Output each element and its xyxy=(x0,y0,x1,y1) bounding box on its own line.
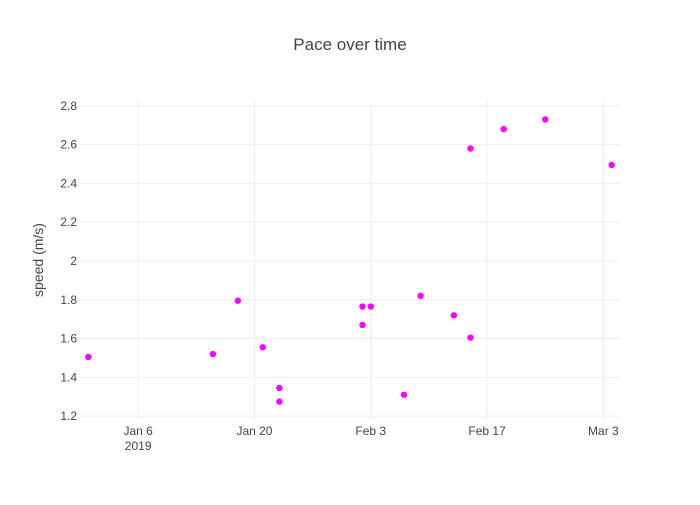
x-tick-label: Mar 3 xyxy=(588,424,619,438)
y-tick-label: 2.8 xyxy=(60,99,77,113)
x-tick-label: Feb 3 xyxy=(355,424,386,438)
y-axis-title: speed (m/s) xyxy=(30,223,46,297)
y-tick-label: 2.2 xyxy=(60,215,77,229)
data-point xyxy=(276,384,283,392)
y-tick-label: 2 xyxy=(70,254,77,268)
y-tick-label: 2.4 xyxy=(60,176,77,190)
y-tick-label: 1.8 xyxy=(60,293,77,307)
data-point xyxy=(359,303,366,310)
chart-title: Pace over time xyxy=(293,35,406,54)
data-point xyxy=(608,161,615,169)
data-point xyxy=(276,398,283,405)
data-point xyxy=(542,116,549,123)
data-point xyxy=(450,312,458,319)
data-point xyxy=(234,297,242,304)
y-tick-label: 1.4 xyxy=(60,370,77,384)
grid-layer xyxy=(80,100,620,420)
data-point xyxy=(400,391,408,398)
data-point xyxy=(209,350,217,358)
data-point xyxy=(359,321,366,329)
data-point xyxy=(417,292,424,300)
data-point xyxy=(500,125,507,133)
y-tick-label: 2.6 xyxy=(60,138,77,152)
y-tick-label: 1.6 xyxy=(60,332,77,346)
x-tick-label: Feb 17 xyxy=(468,424,506,438)
x-tick-sublabel: 2019 xyxy=(125,439,152,453)
data-point xyxy=(367,303,374,310)
data-point xyxy=(467,334,474,341)
y-tick-label: 1.2 xyxy=(60,409,77,423)
data-point xyxy=(85,353,92,361)
x-tick-label: Jan 20 xyxy=(236,424,272,438)
data-point xyxy=(259,344,266,351)
data-point xyxy=(467,145,474,152)
x-tick-label: Jan 6 xyxy=(123,424,153,438)
data-point-layer xyxy=(85,116,615,405)
